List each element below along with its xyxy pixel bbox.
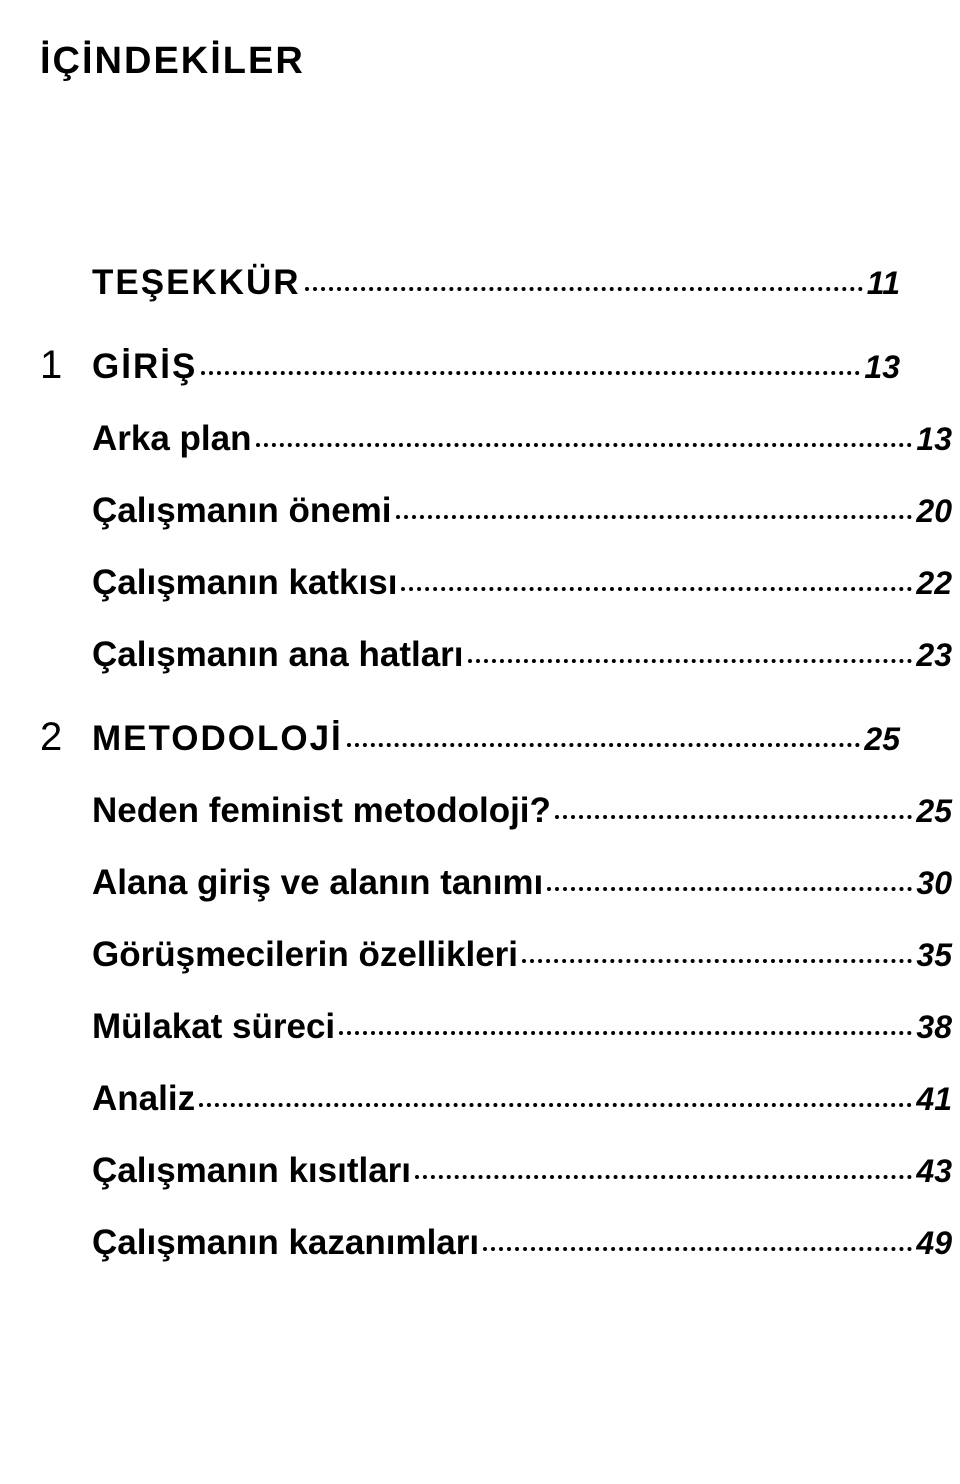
toc-entry-label: Mülakat süreci [92,1007,335,1047]
toc-entry-page: 38 [916,1009,952,1046]
toc-entry-label: Çalışmanın ana hatları [92,635,464,675]
toc-leader [401,586,912,591]
toc-entry: Çalışmanın kazanımları 49 [40,1223,952,1263]
toc-entry-page: 23 [916,637,952,674]
toc-entry: Çalışmanın ana hatları 23 [40,635,952,675]
toc-entry-page: 41 [916,1081,952,1118]
toc-entry-page: 22 [916,565,952,602]
toc-leader [256,442,913,447]
toc-leader [547,886,912,891]
toc-entry-label: Gİrİş [92,347,197,387]
toc-entry: Mülakat süreci 38 [40,1007,952,1047]
toc-entry-page: 30 [916,865,952,902]
toc-entry-prefix: 1 [40,345,92,385]
toc-leader [396,514,913,519]
toc-leader [339,1030,912,1035]
toc-entries: Teşekkür 11 1Gİrİş 13 Arka plan 13 Çalışmanın … [40,263,900,1263]
toc-entry-label: Çalışmanın önemi [92,491,392,531]
toc-entry-label: Neden feminist metodoloji? [92,791,551,831]
toc-entry-prefix: 2 [40,717,92,757]
toc-title: İÇİNDEKİLER [40,40,900,83]
toc-entry: 1Gİrİş 13 [40,345,900,387]
toc-entry-label: Görüşmecilerin özellikleri [92,935,518,975]
toc-leader [415,1174,912,1179]
toc-entry: Neden feminist metodoloji? 25 [40,791,952,831]
toc-leader [483,1246,912,1251]
toc-entry-page: 25 [916,793,952,830]
toc-entry-label: Çalışmanın kazanımları [92,1223,479,1263]
toc-entry-page: 43 [916,1153,952,1190]
toc-entry-page: 25 [864,721,900,758]
toc-leader [305,286,863,291]
toc-entry: Arka plan 13 [40,419,952,459]
toc-entry: Çalışmanın kısıtları 43 [40,1151,952,1191]
toc-page: İÇİNDEKİLER Teşekkür111Gİrİş13Arka plan1… [0,0,960,1303]
toc-entry-page: 13 [864,349,900,386]
toc-leader [522,958,912,963]
toc-entry: Çalışmanın önemi 20 [40,491,952,531]
toc-entry-page: 49 [916,1225,952,1262]
toc-entry-label: Arka plan [92,419,252,459]
toc-leader [555,814,912,819]
toc-entry: Analiz 41 [40,1079,952,1119]
toc-entry-label: Analiz [92,1079,195,1119]
toc-entry: Alana giriş ve alanın tanımı 30 [40,863,952,903]
toc-leader [468,658,913,663]
toc-leader [201,370,860,375]
toc-entry-label: Çalışmanın katkısı [92,563,397,603]
toc-entry: 2Metodolojİ 25 [40,717,900,759]
toc-entry-page: 11 [867,265,900,302]
toc-entry-label: Çalışmanın kısıtları [92,1151,411,1191]
toc-entry: Teşekkür 11 [40,263,900,303]
toc-leader [199,1102,912,1107]
toc-entry-page: 13 [916,421,952,458]
toc-leader [347,742,861,747]
toc-entry: Görüşmecilerin özellikleri 35 [40,935,952,975]
toc-entry-label: Teşekkür [92,263,301,303]
toc-entry: Çalışmanın katkısı 22 [40,563,952,603]
toc-entry-page: 35 [916,937,952,974]
toc-entry-label: Metodolojİ [92,719,343,759]
toc-entry-label: Alana giriş ve alanın tanımı [92,863,543,903]
toc-entry-page: 20 [916,493,952,530]
